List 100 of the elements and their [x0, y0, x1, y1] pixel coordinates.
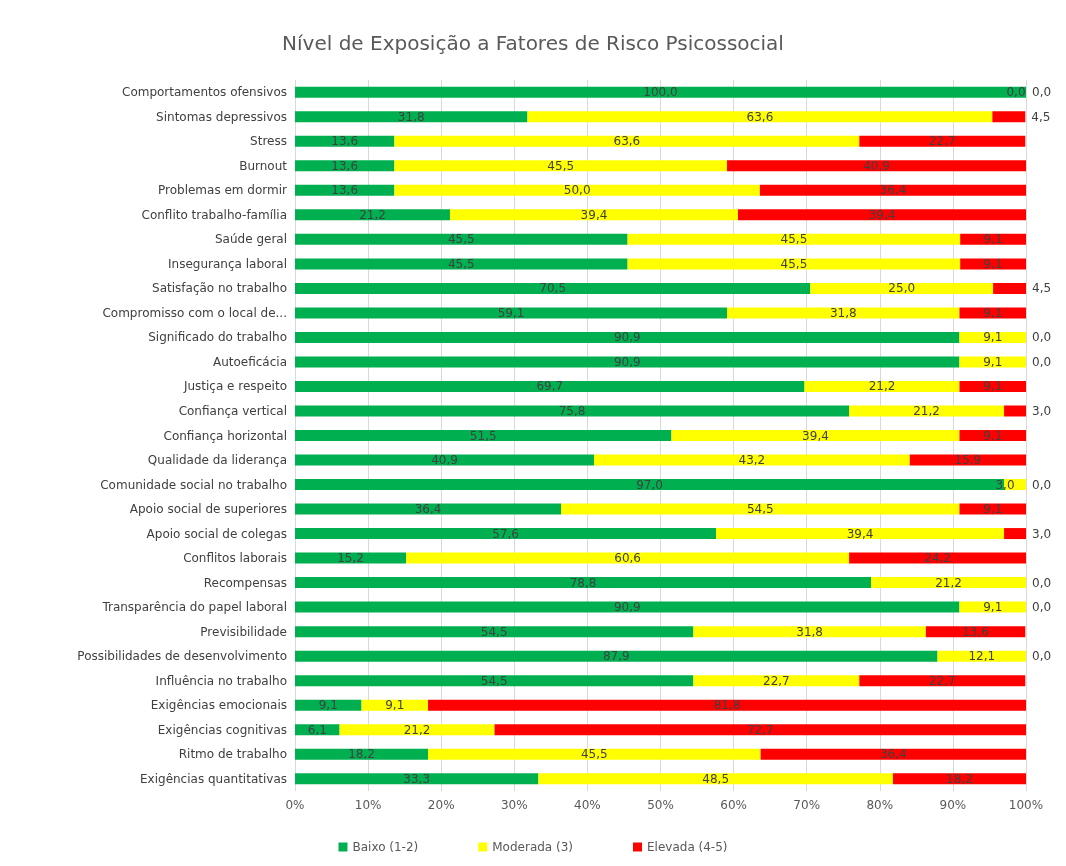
bar: [1004, 405, 1026, 417]
bar: [693, 626, 926, 638]
bar: [295, 552, 407, 564]
data-label: 31,8: [397, 109, 425, 124]
x-tick-label: 80%: [866, 798, 894, 812]
bar: [295, 233, 628, 245]
data-label: 63,6: [613, 134, 641, 149]
data-label: 22,7: [763, 673, 790, 688]
legend-label: Moderada (3): [492, 840, 574, 854]
data-label: 4,5: [1031, 109, 1051, 124]
data-label: 54,5: [480, 673, 508, 688]
data-label: 6,1: [307, 722, 327, 737]
data-label: 43,2: [738, 453, 766, 468]
data-label: 0,0: [1032, 354, 1052, 369]
data-label: 40,9: [431, 453, 458, 468]
bar: [992, 111, 1026, 123]
bar: [810, 282, 994, 294]
data-label: 40,9: [863, 158, 890, 173]
bar: [716, 528, 1005, 540]
y-tick-label: Recompensas: [203, 575, 287, 590]
data-label: 4,5: [1032, 281, 1052, 296]
bar: [538, 773, 893, 785]
bar: [295, 282, 811, 294]
data-label: 51,5: [469, 428, 497, 443]
bar: [959, 307, 1026, 319]
data-label: 69,7: [536, 379, 564, 394]
data-label: 9,1: [983, 428, 1003, 443]
x-tick-label: 70%: [793, 798, 821, 812]
bar: [295, 675, 694, 687]
data-label: 75,8: [558, 403, 586, 418]
data-label: 72,7: [746, 722, 774, 737]
bar: [295, 111, 528, 123]
bar: [295, 331, 960, 343]
data-label: 9,1: [385, 698, 405, 713]
y-tick-label: Influência no trabalho: [155, 673, 287, 688]
x-tick-label: 90%: [939, 798, 967, 812]
bar: [494, 724, 1026, 736]
bar: [871, 577, 1026, 589]
data-label: 97,0: [636, 477, 663, 492]
bar: [959, 380, 1026, 392]
data-label: 9,1: [983, 256, 1003, 271]
y-tick-label: Apoio social de superiores: [129, 502, 287, 517]
data-label: 13,6: [962, 624, 989, 639]
data-label: 31,8: [829, 305, 857, 320]
y-tick-label: Previsibilidade: [200, 624, 287, 639]
x-tick-label: 20%: [427, 798, 455, 812]
bar: [295, 86, 1026, 98]
data-label: 39,4: [802, 428, 829, 443]
data-label: 13,6: [331, 183, 359, 198]
y-tick-label: Sintomas depressivos: [156, 109, 287, 124]
y-tick-label: Confiança vertical: [178, 403, 287, 418]
y-tick-label: Autoeficácia: [212, 354, 287, 369]
bar: [428, 699, 1026, 711]
data-label: 45,5: [447, 256, 475, 271]
bar: [449, 209, 738, 221]
bar: [527, 111, 993, 123]
bar: [339, 724, 495, 736]
data-label: 90,9: [613, 354, 641, 369]
data-label: 0,0: [1032, 330, 1052, 345]
x-tick-label: 40%: [574, 798, 601, 812]
data-label: 63,6: [746, 109, 774, 124]
data-label: 21,2: [935, 575, 962, 590]
x-tick-label: 100%: [1008, 798, 1044, 812]
bar: [737, 209, 1026, 221]
data-label: 18,2: [946, 771, 973, 786]
data-label: 0,0: [1032, 649, 1052, 664]
data-label: 54,5: [746, 502, 774, 517]
data-label: 81,8: [713, 698, 741, 713]
y-tick-label: Conflitos laborais: [183, 551, 287, 566]
bar: [1004, 528, 1026, 540]
bar: [295, 258, 628, 270]
bar: [295, 626, 694, 638]
data-label: 70,5: [539, 281, 567, 296]
y-tick-label: Significado do trabalho: [148, 330, 287, 345]
bar: [849, 405, 1005, 417]
data-label: 90,9: [613, 330, 641, 345]
bar: [859, 675, 1026, 687]
bar: [804, 380, 960, 392]
data-label: 39,4: [868, 207, 896, 222]
x-tick-label: 10%: [354, 798, 382, 812]
bar: [993, 282, 1026, 294]
data-label: 39,4: [846, 526, 874, 541]
y-tick-label: Burnout: [239, 158, 288, 173]
bar: [428, 748, 761, 760]
y-tick-label: Stress: [250, 134, 287, 149]
bar: [295, 503, 562, 515]
data-label: 78,8: [569, 575, 597, 590]
y-tick-label: Conflito trabalho-família: [141, 207, 287, 222]
y-tick-label: Transparência do papel laboral: [101, 600, 287, 615]
data-label: 36,4: [879, 747, 907, 762]
bar: [849, 552, 1026, 564]
data-label: 21,2: [868, 379, 896, 394]
bar: [394, 160, 728, 172]
bar: [593, 454, 910, 466]
data-label: 9,1: [983, 379, 1003, 394]
y-tick-label: Exigências emocionais: [150, 698, 287, 713]
bar: [959, 503, 1026, 515]
bar: [727, 160, 1026, 172]
bar: [627, 258, 961, 270]
y-tick-label: Satisfação no trabalho: [152, 281, 287, 296]
